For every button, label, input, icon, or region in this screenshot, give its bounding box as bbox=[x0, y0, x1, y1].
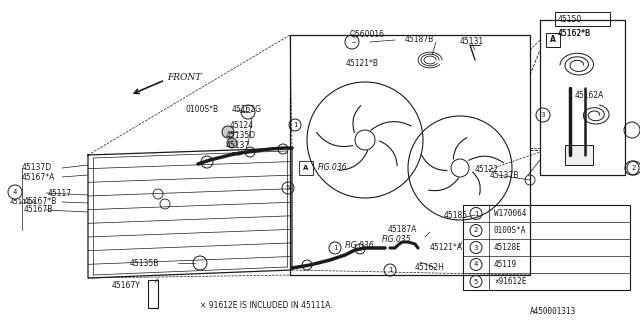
FancyArrowPatch shape bbox=[429, 178, 459, 191]
Text: FIG.036: FIG.036 bbox=[345, 241, 374, 250]
FancyArrowPatch shape bbox=[453, 138, 467, 159]
FancyArrowPatch shape bbox=[468, 156, 504, 163]
Text: A: A bbox=[550, 36, 556, 44]
FancyArrowPatch shape bbox=[317, 132, 353, 147]
Text: FIG.036: FIG.036 bbox=[318, 164, 348, 172]
FancyArrowPatch shape bbox=[339, 151, 367, 170]
Circle shape bbox=[227, 138, 237, 148]
Text: 45150: 45150 bbox=[558, 15, 582, 25]
Text: 45111A: 45111A bbox=[10, 199, 37, 205]
Circle shape bbox=[222, 126, 234, 138]
Text: W170064: W170064 bbox=[494, 209, 526, 218]
Bar bbox=[555, 12, 610, 26]
Text: 45124: 45124 bbox=[230, 121, 254, 130]
Text: 5: 5 bbox=[286, 185, 290, 191]
Text: 2: 2 bbox=[632, 165, 636, 171]
Text: 45131: 45131 bbox=[460, 37, 484, 46]
Text: 45162G: 45162G bbox=[232, 106, 262, 115]
Text: 45185: 45185 bbox=[444, 211, 468, 220]
Text: FRONT: FRONT bbox=[167, 73, 201, 82]
Text: 45162*B: 45162*B bbox=[558, 28, 591, 37]
Text: ×91612E: ×91612E bbox=[494, 277, 526, 286]
FancyArrowPatch shape bbox=[421, 155, 447, 171]
Text: 45187A: 45187A bbox=[388, 226, 417, 235]
Text: 1: 1 bbox=[388, 267, 392, 273]
Text: 1: 1 bbox=[292, 122, 297, 128]
Text: 2: 2 bbox=[474, 228, 478, 234]
Text: 45121*B: 45121*B bbox=[346, 59, 379, 68]
Text: 3: 3 bbox=[541, 112, 545, 118]
Text: 45122: 45122 bbox=[475, 165, 499, 174]
Text: 45128E: 45128E bbox=[494, 243, 522, 252]
Text: 45137D: 45137D bbox=[22, 164, 52, 172]
Text: Q560016: Q560016 bbox=[350, 30, 385, 39]
Bar bbox=[299, 161, 313, 175]
Text: 1: 1 bbox=[333, 245, 337, 251]
Text: × 91612E IS INCLUDED IN 45111A.: × 91612E IS INCLUDED IN 45111A. bbox=[200, 300, 333, 309]
Text: 3: 3 bbox=[474, 244, 478, 251]
FancyArrowPatch shape bbox=[472, 172, 480, 195]
Text: 45162H: 45162H bbox=[415, 263, 445, 273]
Text: 45162A: 45162A bbox=[575, 91, 604, 100]
Text: 45167*A: 45167*A bbox=[22, 172, 56, 181]
Text: A: A bbox=[303, 165, 308, 171]
FancyArrowPatch shape bbox=[380, 141, 397, 166]
Text: 45137: 45137 bbox=[226, 140, 250, 149]
FancyArrowPatch shape bbox=[353, 106, 361, 132]
Text: 45121*A: 45121*A bbox=[430, 244, 463, 252]
Text: 45162*B: 45162*B bbox=[558, 28, 591, 37]
Text: 45135D: 45135D bbox=[226, 132, 256, 140]
Text: 45167Y: 45167Y bbox=[112, 281, 141, 290]
Text: 45119: 45119 bbox=[494, 260, 517, 269]
Text: FIG.035: FIG.035 bbox=[382, 236, 412, 244]
Text: 45167*B: 45167*B bbox=[24, 197, 57, 206]
Text: 4: 4 bbox=[474, 261, 478, 268]
Text: 0100S*A: 0100S*A bbox=[494, 226, 526, 235]
Bar bbox=[565, 145, 593, 165]
FancyArrowPatch shape bbox=[371, 122, 412, 130]
Text: 45187B: 45187B bbox=[405, 36, 435, 44]
Text: 45135B: 45135B bbox=[130, 259, 159, 268]
Bar bbox=[546, 33, 560, 47]
Bar bbox=[148, 280, 158, 308]
Text: 0100S*B: 0100S*B bbox=[185, 106, 218, 115]
Text: A450001313: A450001313 bbox=[530, 308, 576, 316]
Text: 5: 5 bbox=[474, 278, 478, 284]
Text: 4: 4 bbox=[13, 189, 17, 195]
Text: 45117: 45117 bbox=[48, 188, 72, 197]
Text: 45167B: 45167B bbox=[24, 205, 53, 214]
Text: 45137B: 45137B bbox=[490, 171, 520, 180]
Text: 1: 1 bbox=[474, 211, 478, 217]
